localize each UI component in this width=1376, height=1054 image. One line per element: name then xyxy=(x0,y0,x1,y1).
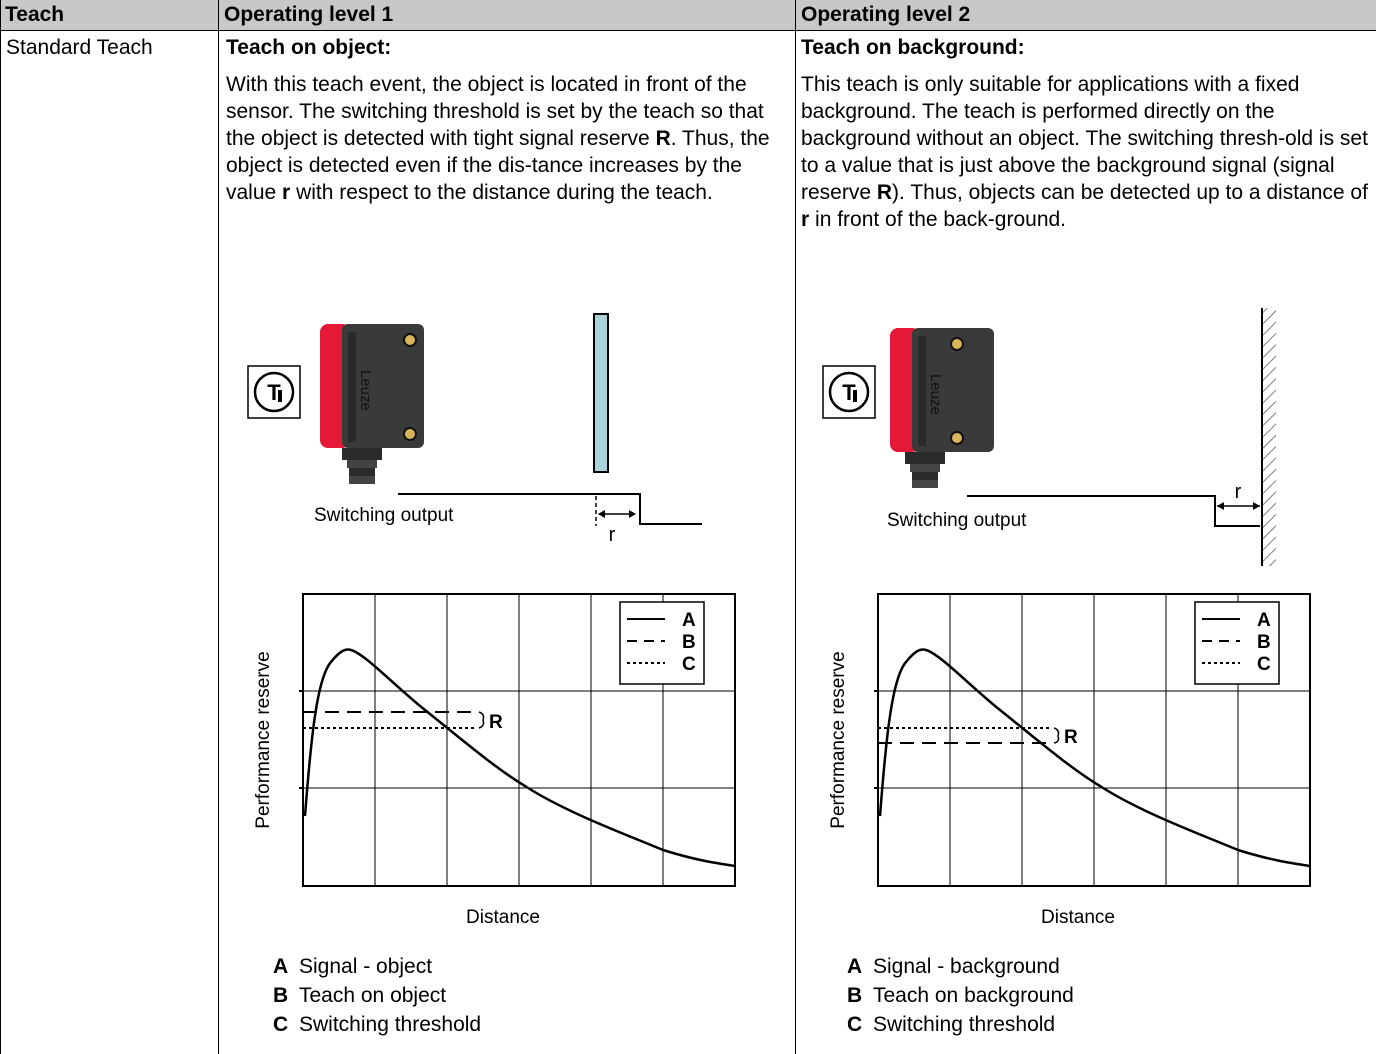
legend-item: A Signal - background xyxy=(847,952,1074,981)
level1-cell: Teach on object: With this teach event, … xyxy=(226,34,791,206)
chart-ylabel: Performance reserve xyxy=(828,651,849,828)
sensor-brand: Leuze xyxy=(357,370,374,411)
legend-item: C Switching threshold xyxy=(273,1010,481,1039)
legend-item: B Teach on background xyxy=(847,981,1074,1010)
column-divider xyxy=(795,0,796,1054)
chart-legend: A B C xyxy=(1194,601,1280,685)
legend-b: B xyxy=(1257,632,1271,653)
distance-label: r xyxy=(1235,481,1242,503)
table-header xyxy=(0,0,1376,30)
legend-text: Teach on background xyxy=(873,984,1074,1007)
chart-legend: A B C xyxy=(619,601,705,685)
header-teach: Teach xyxy=(0,0,218,30)
teach-symbol: T xyxy=(842,380,856,405)
row-label: Standard Teach xyxy=(6,36,153,59)
level2-cell: Teach on background: This teach is only … xyxy=(801,34,1371,233)
legend-a: A xyxy=(1257,610,1271,631)
chart-xlabel: Distance xyxy=(466,907,540,928)
teach-button-icon xyxy=(247,365,301,419)
signal-curve xyxy=(303,648,736,868)
switching-output-signal xyxy=(398,493,702,525)
legend-key: B xyxy=(847,984,863,1007)
legend-key: A xyxy=(847,955,863,978)
legend-text: Teach on object xyxy=(299,984,447,1007)
column-divider xyxy=(218,0,219,1054)
header-level2: Operating level 2 xyxy=(796,0,1374,30)
level1-legend-list: A Signal - object B Teach on object C Switc… xyxy=(273,952,481,1039)
switching-output-signal xyxy=(967,495,1260,527)
legend-c: C xyxy=(1257,654,1271,675)
level2-sensor-diagram: T Leuze Switching output r xyxy=(822,308,1276,566)
switching-output-label: Switching output xyxy=(314,505,454,526)
distance-label: r xyxy=(609,524,616,546)
header-level1: Operating level 1 xyxy=(219,0,793,30)
header-level2-text: Operating level 2 xyxy=(801,3,971,26)
legend-item: A Signal - object xyxy=(273,952,481,981)
level2-paragraph: This teach is only suitable for applicat… xyxy=(801,73,1368,231)
legend-key: C xyxy=(847,1013,863,1036)
sensor-icon: Leuze xyxy=(890,328,994,488)
legend-text: Switching threshold xyxy=(873,1013,1056,1036)
chart-grid xyxy=(299,593,736,887)
legend-text: Switching threshold xyxy=(299,1013,482,1036)
switching-output-label: Switching output xyxy=(887,510,1027,531)
background-wall-icon xyxy=(1262,308,1276,566)
teach-symbol: T xyxy=(267,380,281,405)
column-divider xyxy=(0,0,1,1054)
object-icon xyxy=(593,313,609,473)
level2-legend-list: A Signal - background B Teach on backgroun… xyxy=(847,952,1074,1039)
chart-xlabel: Distance xyxy=(1041,907,1115,928)
legend-b: B xyxy=(682,632,696,653)
sensor-icon: Leuze xyxy=(320,324,424,484)
signal-curve xyxy=(878,648,1311,868)
level1-paragraph: With this teach event, the object is loc… xyxy=(226,73,770,204)
reserve-label: R xyxy=(1064,727,1078,748)
legend-text: Signal - background xyxy=(873,955,1060,978)
legend-key: A xyxy=(273,955,289,978)
legend-key: B xyxy=(273,984,289,1007)
header-level1-text: Operating level 1 xyxy=(224,3,394,26)
legend-item: C Switching threshold xyxy=(847,1010,1074,1039)
legend-c: C xyxy=(682,654,696,675)
legend-item: B Teach on object xyxy=(273,981,481,1010)
level1-title: Teach on object: xyxy=(226,36,392,59)
level2-chart: R A B C Performance reserve Distance xyxy=(828,593,1311,928)
chart-ylabel: Performance reserve xyxy=(253,651,274,828)
header-teach-text: Teach xyxy=(5,3,65,26)
legend-text: Signal - object xyxy=(299,955,433,978)
table-rule xyxy=(0,30,1376,31)
chart-grid xyxy=(874,593,1311,887)
level1-chart: R A B C Performance reserve Distance xyxy=(253,593,736,928)
legend-key: C xyxy=(273,1013,289,1036)
legend-a: A xyxy=(682,610,696,631)
level2-title: Teach on background: xyxy=(801,36,1025,59)
reserve-label: R xyxy=(489,712,503,733)
sensor-brand: Leuze xyxy=(927,374,944,415)
teach-button-icon xyxy=(822,365,876,419)
level1-sensor-diagram: T Leuze Switching output r xyxy=(247,313,702,546)
